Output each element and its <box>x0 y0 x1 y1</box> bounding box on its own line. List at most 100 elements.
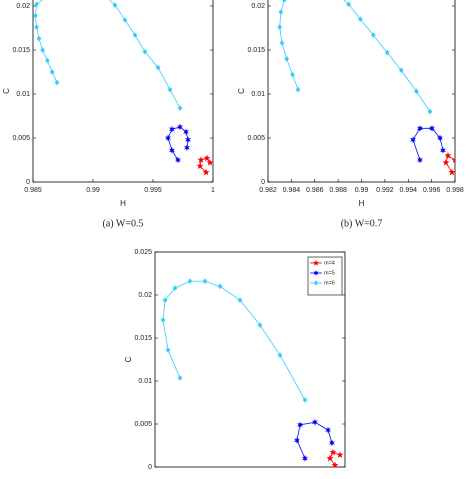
subplot: 0 0.005 0.01 0.015 0.02 0.985 0.99 0.995 1 C H (a) … <box>2 0 215 229</box>
y-axis-label: C <box>2 88 11 94</box>
y-tick-label: 0.02 <box>138 292 152 299</box>
x-tick-label: 0.99 <box>355 187 369 194</box>
plot-area <box>277 0 455 176</box>
y-tick-label: 0.005 <box>134 421 152 428</box>
marker <box>203 154 211 162</box>
marker <box>439 146 446 154</box>
marker <box>437 134 444 142</box>
marker <box>142 48 148 55</box>
axes-frame <box>267 0 456 183</box>
marker <box>444 151 452 159</box>
marker <box>326 454 334 462</box>
plot-area <box>160 278 344 467</box>
marker <box>160 317 166 323</box>
legend-marker <box>312 259 320 266</box>
marker <box>336 451 344 458</box>
legend: m=4 m=5 m=6 <box>307 256 343 296</box>
series-line <box>162 280 306 401</box>
axes-frame <box>32 0 214 183</box>
x-tick-label: 0.982 <box>259 187 277 194</box>
marker <box>202 278 208 285</box>
marker <box>168 146 175 154</box>
marker <box>34 24 39 30</box>
marker <box>155 64 161 71</box>
marker <box>294 436 300 444</box>
y-tick-label: 0.025 <box>134 249 152 256</box>
y-tick-label: 0.005 <box>12 135 30 142</box>
marker <box>277 24 283 30</box>
marker <box>284 55 290 62</box>
marker <box>282 0 287 3</box>
marker <box>217 283 223 290</box>
y-tick-label: 0.015 <box>12 47 30 54</box>
caption: (a) W=0.5 <box>103 218 144 229</box>
y-tick-label: 0 <box>148 464 152 471</box>
marker <box>302 397 308 403</box>
x-axis-label: H <box>120 199 126 208</box>
marker <box>202 168 210 176</box>
marker <box>187 278 193 285</box>
x-tick-label: 0.988 <box>329 187 347 194</box>
marker <box>162 297 168 303</box>
marker <box>49 69 55 75</box>
marker <box>167 86 173 93</box>
series-line <box>296 421 333 459</box>
marker <box>329 448 337 456</box>
marker <box>45 57 50 64</box>
series-line <box>34 0 181 109</box>
x-tick-label: 0.998 <box>446 187 464 194</box>
marker <box>196 162 204 170</box>
marker <box>414 88 419 95</box>
subplot: 0 0.005 0.01 0.015 0.02 0.025 Cm=4 m=5 m=6 <box>124 249 346 471</box>
y-tick-label: 0.015 <box>247 47 265 54</box>
x-tick-label: 0.99 <box>86 187 100 194</box>
marker <box>183 144 190 152</box>
x-axis-label: H <box>359 199 365 208</box>
marker <box>384 49 390 56</box>
marker <box>370 32 376 38</box>
x-tick-label: 1 <box>211 187 215 194</box>
marker <box>278 9 284 15</box>
marker <box>174 156 181 164</box>
y-tick-label: 0.02 <box>251 3 265 10</box>
marker <box>311 418 318 426</box>
legend-label: m=6 <box>324 280 335 286</box>
marker <box>177 105 183 111</box>
marker <box>357 16 363 23</box>
marker <box>177 375 183 381</box>
y-tick-label: 0.005 <box>247 135 265 142</box>
marker <box>165 134 171 142</box>
marker <box>410 136 417 144</box>
x-tick-label: 0.984 <box>283 187 301 194</box>
marker <box>448 168 455 176</box>
marker <box>237 297 243 303</box>
marker <box>398 67 404 74</box>
y-tick-label: 0.02 <box>16 3 30 10</box>
marker <box>122 17 128 23</box>
y-axis-label: C <box>124 356 133 362</box>
marker <box>290 71 295 78</box>
marker <box>33 12 38 19</box>
marker <box>416 156 423 164</box>
series-line <box>329 451 341 466</box>
y-axis-label: C <box>237 88 246 94</box>
subplot: 0 0.005 0.01 0.015 0.02 0.982 0.984 0.986 0.988 0… <box>237 0 464 229</box>
marker <box>279 40 285 46</box>
marker <box>54 79 60 86</box>
y-tick-label: 0 <box>26 179 30 186</box>
marker <box>331 461 339 467</box>
marker <box>112 2 118 8</box>
series-line <box>279 0 431 112</box>
legend-marker <box>313 280 319 286</box>
marker <box>301 454 308 462</box>
marker <box>325 426 332 434</box>
marker <box>185 136 192 144</box>
legend-marker <box>313 270 319 276</box>
marker <box>328 439 335 447</box>
marker <box>346 1 352 8</box>
marker <box>177 123 183 131</box>
x-tick-label: 0.986 <box>306 187 324 194</box>
marker <box>428 124 435 132</box>
